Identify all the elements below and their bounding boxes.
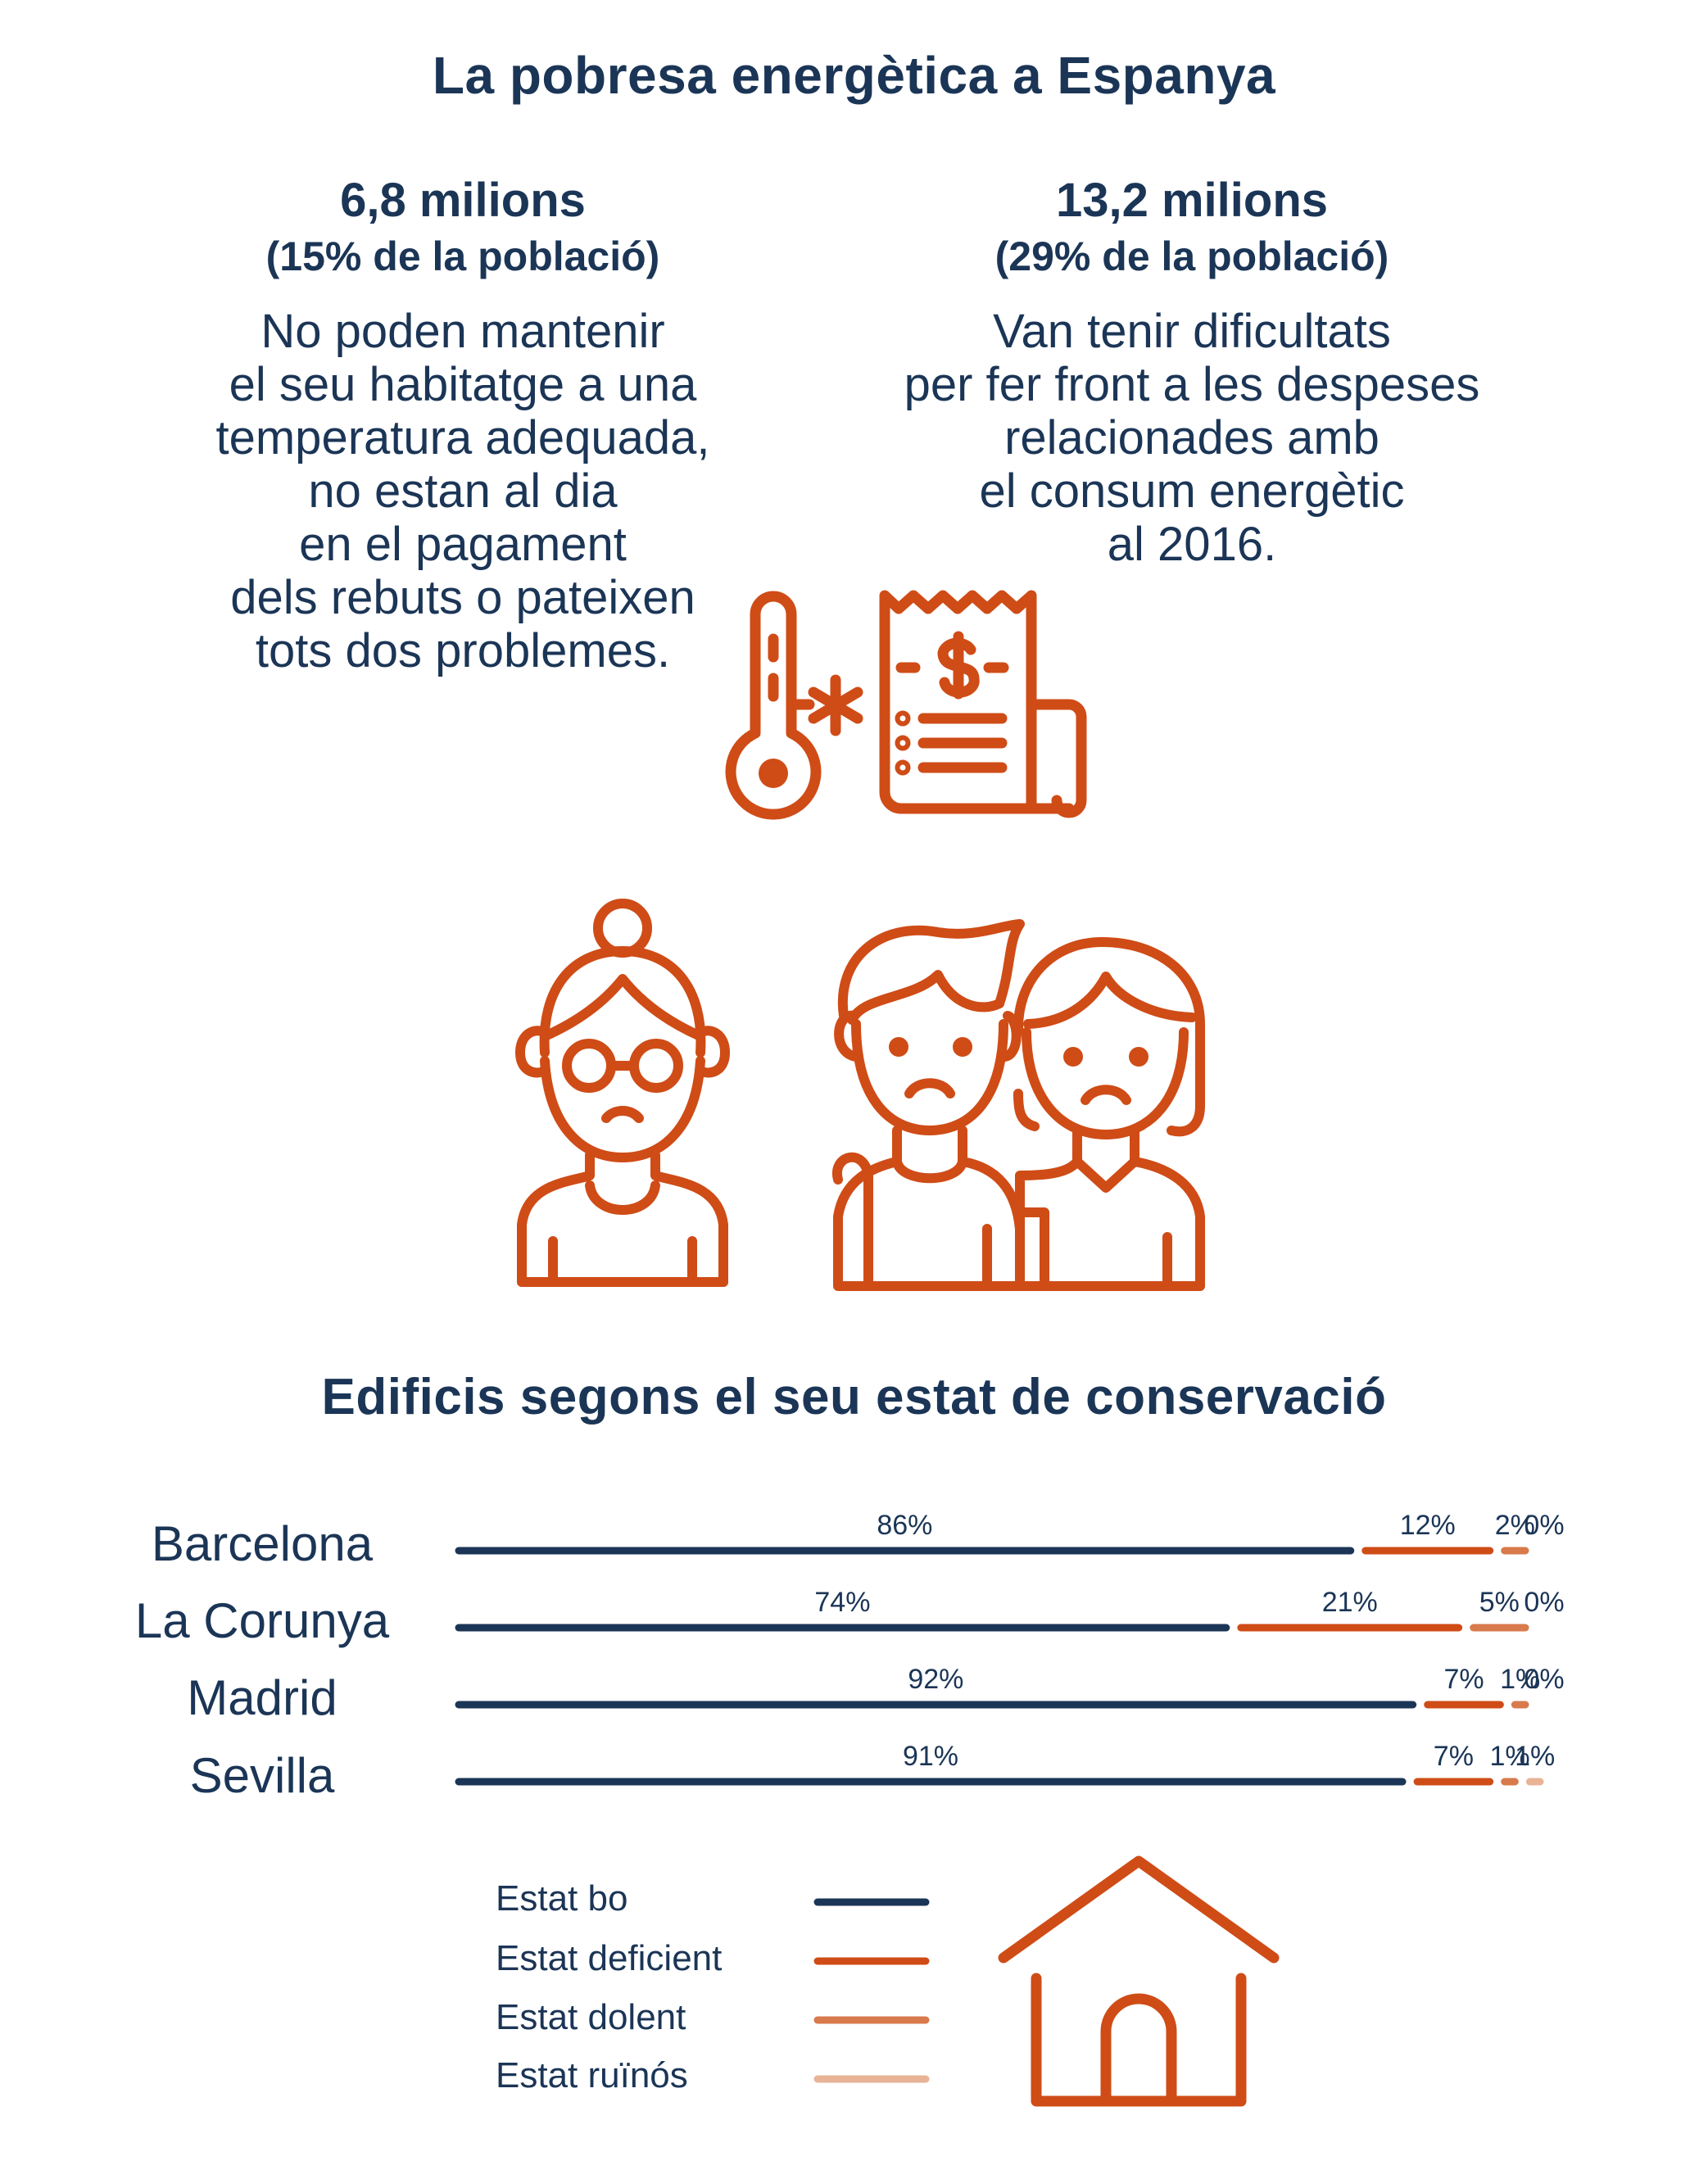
data-label: 1% [1500, 1664, 1540, 1695]
category-label: Madrid [187, 1670, 338, 1725]
data-label: 0% [1524, 1587, 1564, 1618]
data-label: 0% [1524, 1664, 1564, 1695]
data-label: 0% [1524, 1510, 1564, 1541]
sad-elderly-woman-icon [515, 899, 730, 1287]
thermometer-cold-icon [725, 591, 863, 820]
stat-value: 13,2 milions [1055, 174, 1329, 227]
data-label: 7% [1443, 1664, 1484, 1695]
legend-label-deficient: Estat deficient [496, 1938, 723, 1978]
stat-block-population-cold: 6,8 milions (15% de la població) No pode… [94, 174, 831, 677]
category-label: Sevilla [189, 1748, 335, 1803]
sad-couple-icon [832, 919, 1205, 1291]
data-label: 86% [877, 1510, 932, 1541]
stat-share: (29% de la població) [994, 233, 1389, 279]
data-label: 92% [908, 1664, 963, 1695]
section-title: Edificis segons el seu estat de conserva… [321, 1369, 1387, 1425]
invoice-dollar-icon [879, 590, 1087, 818]
stat-description: No poden mantenir el seu habitatge a una… [215, 305, 710, 677]
legend-label-bad: Estat dolent [496, 1997, 686, 2037]
data-label: 21% [1322, 1587, 1378, 1618]
legend-label-ruinous: Estat ruïnós [496, 2055, 688, 2095]
legend-label-good: Estat bo [496, 1878, 628, 1919]
conservation-chart: 86% 12% 2%0%74% 21% 5% 0%92% 7% 1%0%91% 7% 1%1% [455, 1510, 1565, 1786]
data-label: 1% [1489, 1741, 1529, 1772]
stat-block-energy-expenses: 13,2 milions (29% de la població) Van te… [823, 174, 1561, 571]
data-label: 1% [1515, 1741, 1555, 1772]
data-label: 7% [1434, 1741, 1474, 1772]
data-label: 91% [903, 1741, 958, 1772]
page-title: La pobresa energètica a Espanya [432, 46, 1276, 105]
stat-description: Van tenir dificultats per fer front a le… [904, 305, 1480, 571]
legend-swatches [813, 1898, 930, 2083]
data-label: 2% [1495, 1510, 1535, 1541]
data-label: 5% [1479, 1587, 1520, 1618]
data-label: 12% [1400, 1510, 1456, 1541]
house-icon [998, 1855, 1280, 2107]
category-label: Barcelona [151, 1516, 374, 1571]
stat-share: (15% de la població) [265, 233, 660, 279]
stat-value: 6,8 milions [340, 174, 586, 227]
category-label: La Corunya [134, 1593, 390, 1648]
data-label: 74% [814, 1587, 870, 1618]
